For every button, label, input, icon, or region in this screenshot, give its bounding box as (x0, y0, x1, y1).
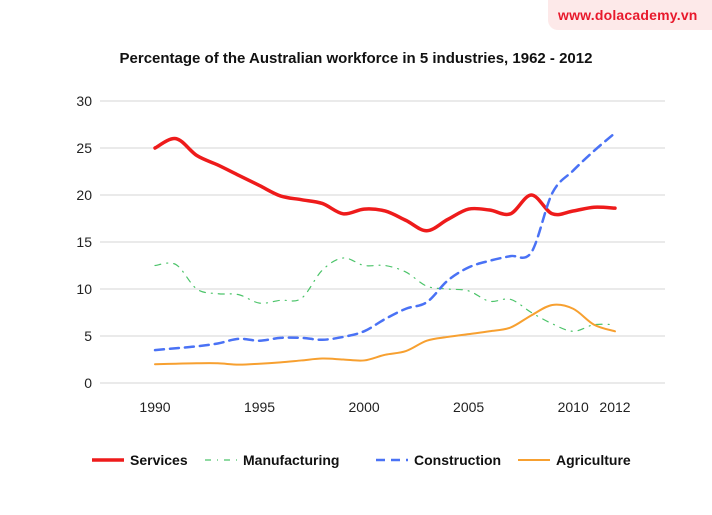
series-line-construction (153, 131, 617, 352)
x-tick-label: 2012 (599, 399, 630, 415)
series-line-agriculture (154, 303, 616, 366)
chart-title: Percentage of the Australian workforce i… (119, 50, 593, 67)
x-tick-label: 1995 (244, 399, 275, 415)
x-tick-label: 2005 (453, 399, 484, 415)
legend-label-agriculture: Agriculture (556, 452, 631, 468)
y-tick-label: 0 (84, 375, 92, 391)
series-line-services (153, 136, 617, 233)
brand-badge[interactable]: www.dolacademy.vn (548, 0, 712, 30)
x-tick-label: 1990 (139, 399, 170, 415)
x-tick-label: 2010 (558, 399, 589, 415)
legend-label-construction: Construction (414, 452, 501, 468)
y-tick-label: 10 (76, 281, 92, 297)
brand-url[interactable]: www.dolacademy.vn (558, 7, 698, 23)
x-tick-label: 2000 (349, 399, 380, 415)
y-tick-label: 30 (76, 93, 92, 109)
y-tick-label: 25 (76, 140, 92, 156)
series-line-manufacturing (154, 257, 616, 332)
y-tick-label: 20 (76, 187, 92, 203)
legend-label-services: Services (130, 452, 188, 468)
legend-label-manufacturing: Manufacturing (243, 452, 339, 468)
y-tick-label: 15 (76, 234, 92, 250)
y-tick-label: 5 (84, 328, 92, 344)
